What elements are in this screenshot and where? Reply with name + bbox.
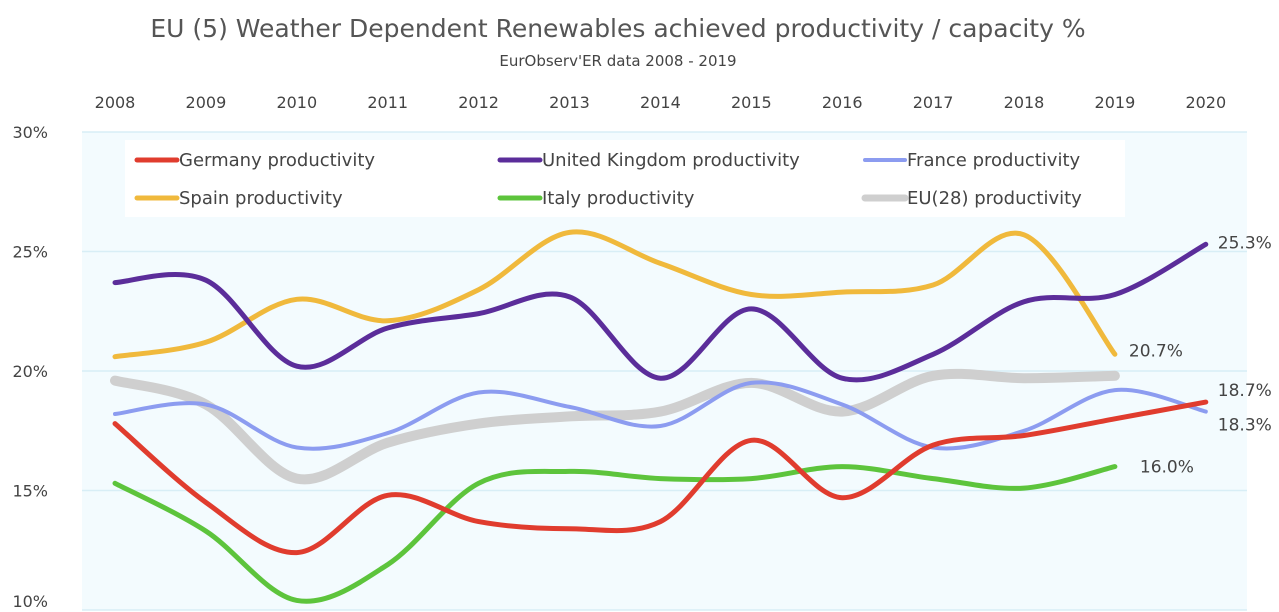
legend-item-united-kingdom-productivity: United Kingdom productivity bbox=[542, 150, 800, 171]
x-tick-label: 2013 bbox=[549, 93, 590, 112]
x-tick-label: 2018 bbox=[1004, 93, 1045, 112]
series-group bbox=[110, 229, 1209, 604]
series-line-italy-productivity bbox=[112, 464, 1118, 604]
grid bbox=[82, 131, 1247, 611]
legend-item-france-productivity: France productivity bbox=[907, 150, 1081, 171]
legend-item-eu-28-productivity: EU(28) productivity bbox=[907, 188, 1082, 209]
series-line-germany-productivity bbox=[112, 399, 1209, 556]
end-labels: 25.3% 20.7% 18.7% 18.3% 16.0% bbox=[1129, 233, 1272, 477]
x-tick-label: 2017 bbox=[913, 93, 954, 112]
y-axis: 30% 25% 20% 15% 10% bbox=[12, 123, 48, 611]
x-axis: 2008 2009 2010 2011 2012 2013 2014 2015 2016 2017… bbox=[95, 93, 1227, 112]
y-tick-label: 25% bbox=[12, 243, 48, 262]
legend-item-italy-productivity: Italy productivity bbox=[542, 188, 695, 209]
x-tick-label: 2010 bbox=[276, 93, 317, 112]
series-line-france-productivity bbox=[113, 380, 1208, 451]
x-tick-label: 2009 bbox=[186, 93, 227, 112]
x-tick-label: 2011 bbox=[367, 93, 408, 112]
end-label-united-kingdom-productivity: 25.3% bbox=[1218, 233, 1272, 253]
x-tick-label: 2008 bbox=[95, 93, 136, 112]
y-tick-label: 15% bbox=[12, 482, 48, 501]
legend: Germany productivity United Kingdom produ… bbox=[134, 150, 1082, 209]
chart-title: EU (5) Weather Dependent Renewables achi… bbox=[150, 14, 1085, 43]
end-label-italy-productivity: 16.0% bbox=[1140, 458, 1194, 478]
series-line-spain-productivity bbox=[112, 229, 1118, 360]
y-tick-label: 30% bbox=[12, 123, 48, 142]
y-tick-label: 20% bbox=[12, 362, 48, 381]
x-tick-label: 2015 bbox=[731, 93, 772, 112]
end-label-germany-productivity: 18.7% bbox=[1218, 381, 1272, 401]
x-tick-label: 2020 bbox=[1185, 93, 1226, 112]
series-line-united-kingdom-productivity bbox=[112, 241, 1209, 383]
x-tick-label: 2012 bbox=[458, 93, 499, 112]
series-line-eu-28-productivity bbox=[110, 368, 1120, 485]
end-label-spain-productivity: 20.7% bbox=[1129, 341, 1183, 361]
legend-item-germany-productivity: Germany productivity bbox=[179, 150, 375, 171]
chart-subtitle: EurObserv'ER data 2008 - 2019 bbox=[499, 52, 736, 70]
x-tick-label: 2014 bbox=[640, 93, 681, 112]
x-tick-label: 2016 bbox=[822, 93, 863, 112]
legend-item-spain-productivity: Spain productivity bbox=[179, 188, 343, 209]
y-tick-label: 10% bbox=[12, 592, 48, 611]
x-tick-label: 2019 bbox=[1095, 93, 1136, 112]
legend-background bbox=[125, 140, 1125, 217]
end-label-france-productivity: 18.3% bbox=[1218, 416, 1272, 436]
